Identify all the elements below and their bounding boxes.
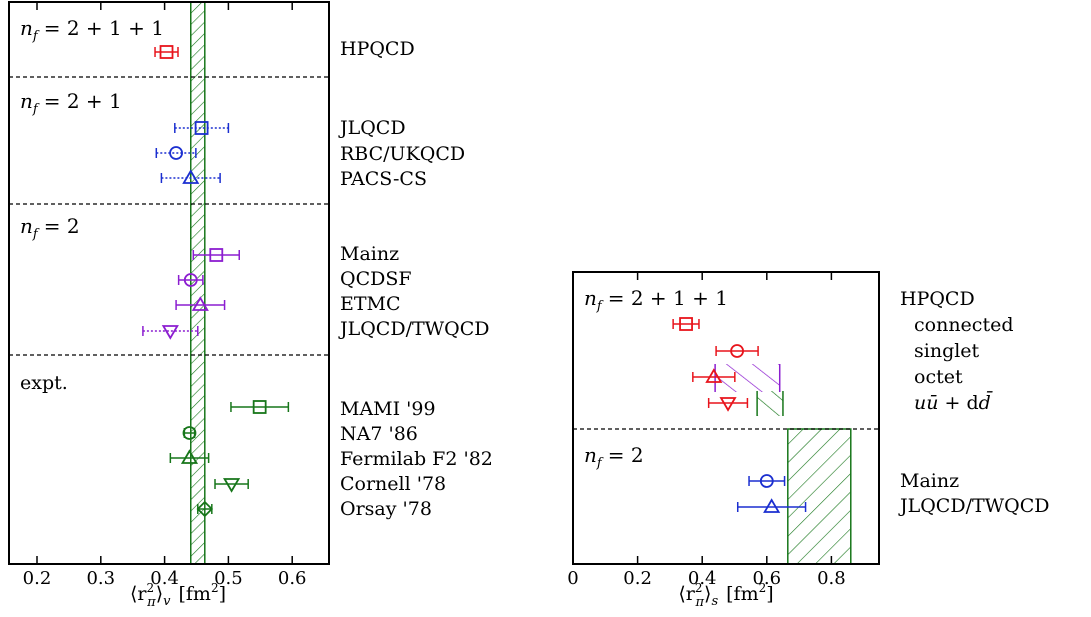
marker-triangle-up [763,498,781,513]
left-group-label-nf21: nf = 2 + 1 [20,89,122,117]
left-x-axis-label: ⟨r2 π⟩v [fm2] [130,581,226,610]
x-tick-label: 0.2 [23,568,52,589]
marker-square [252,400,267,414]
x-tick-label: 0.6 [278,568,307,589]
left-group-label-nf2: nf = 2 [20,214,80,242]
right-frame [572,271,880,565]
right-row-label-octet: octet [914,366,963,388]
marker-triangle-up [705,368,723,383]
marker-triangle-up [191,296,209,311]
marker-circle [730,344,744,358]
marker-circle [169,146,183,160]
marker-triangle-down [719,397,737,412]
left-frame [8,1,330,565]
right-row-label-singlet: singlet [914,340,980,362]
left-group-label-expt: expt. [20,372,68,394]
left-row-label: Cornell '78 [340,473,446,495]
left-row-label: Mainz [340,243,399,265]
left-row-label: ETMC [340,293,401,315]
right-plot-area: 0 0.2 0.4 0.6 0.8 [567,272,879,589]
left-row-labels: HPQCD JLQCD RBC/UKQCD PACS-CS Mainz QCDS… [338,38,493,520]
left-row-label: JLQCD [338,117,406,139]
x-tick-label: 0 [567,568,578,589]
left-plot-area: 0.2 0.3 0.4 0.5 0.6 [9,1,329,589]
left-panel: 0.2 0.3 0.4 0.5 0.6 nf = 2 + 1 + 1 nf = 2 + 1 … [8,1,330,610]
hatched-band [757,391,783,416]
marker-circle [183,273,198,287]
marker-diamond [196,500,214,518]
right-panel: 0 0.2 0.4 0.6 0.8 nf = 2 + 1 + 1 nf = 2 HPQCD … [567,271,1050,610]
x-tick-label: 0.5 [214,568,243,589]
marker-square [159,45,174,59]
left-row-label: Orsay '78 [340,498,432,520]
left-row-label: RBC/UKQCD [340,143,465,165]
right-group-label-nf2: nf = 2 [584,443,644,471]
left-row-label: PACS-CS [340,168,427,190]
left-row-label: NA7 '86 [340,423,418,445]
right-group-label-nf211: nf = 2 + 1 + 1 [584,286,728,314]
left-row-label: Fermilab F2 '82 [340,448,493,470]
right-row-label-hpqcd: HPQCD [900,288,975,310]
x-tick-label: 0.8 [817,568,846,589]
marker-triangle-up [182,169,200,184]
marker-triangle-down [161,325,179,340]
x-tick-label: 0.2 [623,568,652,589]
left-row-label: JLQCD/TWQCD [338,318,490,340]
x-tick-label: 0.4 [688,568,717,589]
hatched-band [715,364,780,392]
right-row-label-jlqcd-twqcd: JLQCD/TWQCD [898,495,1050,517]
left-row-label: HPQCD [340,38,415,60]
marker-square [679,317,693,331]
right-x-axis-label: ⟨r2 π⟩s [fm2] [678,581,773,610]
marker-triangle-down [223,478,241,493]
right-row-label-uubar-ddbar: uū + dd̄ [914,390,993,414]
left-row-label: MAMI '99 [340,398,436,420]
right-row-label-mainz: Mainz [900,470,959,492]
x-tick-label: 0.3 [86,568,115,589]
marker-circle [182,426,197,440]
right-row-label-connected: connected [914,314,1013,336]
left-group-label-nf211: nf = 2 + 1 + 1 [20,16,164,44]
marker-square [194,121,209,135]
x-tick-label: 0.6 [752,568,781,589]
marker-triangle-up [180,449,199,464]
marker-circle [759,474,774,488]
marker-square [209,248,224,262]
left-row-label: QCDSF [340,268,412,290]
hatched-band [787,428,852,565]
x-tick-label: 0.4 [150,568,179,589]
